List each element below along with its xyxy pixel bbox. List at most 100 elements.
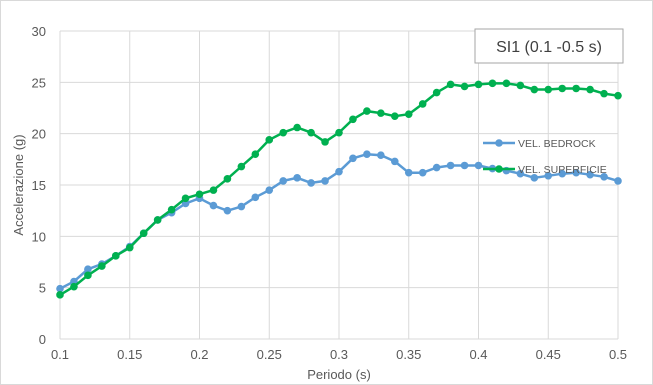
data-point [474,80,483,89]
data-point [363,107,371,115]
x-axis-title: Periodo (s) [307,367,371,382]
data-point [377,151,385,160]
data-point [446,161,455,170]
data-point [432,88,441,97]
data-point [586,170,594,179]
data-point [363,150,371,158]
data-point [600,172,608,181]
data-point [307,128,315,137]
data-point [293,123,301,132]
data-point [209,201,218,210]
legend: VEL. BEDROCK VEL. SUPERFICIE [483,138,607,176]
x-tick-label: 0.3 [330,347,348,362]
data-point [321,177,329,185]
data-point [404,110,413,118]
data-point [614,177,622,185]
y-tick-label: 30 [32,24,46,39]
data-point [349,115,357,124]
x-tick-label: 0.15 [117,347,142,362]
data-point [125,243,134,252]
data-point [460,82,469,91]
legend-label: VEL. SUPERFICIE [518,164,607,176]
series-group [56,79,622,299]
data-point [530,174,539,182]
data-point [223,206,232,215]
data-point [56,284,64,293]
data-point [307,179,315,187]
data-point [279,177,288,185]
legend-swatch-marker [495,165,503,173]
data-point [321,138,329,146]
data-point [600,89,608,98]
x-tick-label: 0.5 [609,347,627,362]
data-point [56,291,64,299]
data-point [209,186,218,194]
data-point [279,128,288,137]
data-point [614,91,622,100]
data-point [391,112,399,121]
data-point [391,157,399,166]
data-point [195,190,204,199]
x-tick-label: 0.1 [51,347,69,362]
data-point [139,229,148,238]
tick-labels: 0 5 10 15 20 25 30 0.1 0.15 0.2 0.25 0.3 0.35 0.4 0.45… [32,24,628,362]
data-point [530,85,539,94]
y-tick-label: 15 [32,178,46,193]
data-point [84,271,92,280]
data-point [474,161,483,170]
legend-swatch-marker [495,139,503,147]
data-point [153,216,162,224]
annotation-frame [474,28,624,64]
x-tick-label: 0.45 [536,347,561,362]
data-point [84,265,92,273]
data-point [418,100,427,108]
data-point [223,175,232,183]
y-tick-label: 5 [39,281,46,296]
data-point [544,171,553,180]
data-point [335,128,343,137]
data-point [112,252,120,260]
annotation-box: SI1 (0.1 -0.5 s) [474,28,624,64]
data-point [335,167,343,176]
data-point [251,150,260,158]
data-point [418,168,427,177]
x-tick-label: 0.25 [257,347,282,362]
data-point [558,84,566,93]
y-tick-label: 20 [32,127,46,142]
data-point [98,262,106,270]
data-point [516,81,525,90]
data-point [404,168,413,177]
data-point [181,194,190,203]
data-point [70,282,78,291]
data-point [293,174,301,182]
data-point [237,162,246,171]
annotation-label: SI1 (0.1 -0.5 s) [496,39,602,56]
data-point [377,109,385,117]
data-point [349,154,357,163]
data-point [502,79,511,88]
data-point [460,161,469,170]
y-axis-title: Accelerazione (g) [11,134,26,235]
x-tick-label: 0.4 [469,347,487,362]
x-tick-label: 0.2 [190,347,208,362]
y-tick-label: 25 [32,75,46,90]
data-point [432,163,441,172]
x-tick-label: 0.35 [396,347,421,362]
data-point [572,84,580,93]
data-point [488,79,497,88]
data-point [446,80,455,89]
data-point [265,186,274,194]
data-point [544,85,553,94]
data-point [237,202,246,211]
data-point [265,136,274,144]
data-point [516,169,525,178]
legend-label: VEL. BEDROCK [518,138,596,150]
data-point [572,168,580,177]
data-point [586,85,594,94]
y-tick-label: 10 [32,229,46,244]
data-point [558,169,566,178]
data-point [167,205,176,214]
